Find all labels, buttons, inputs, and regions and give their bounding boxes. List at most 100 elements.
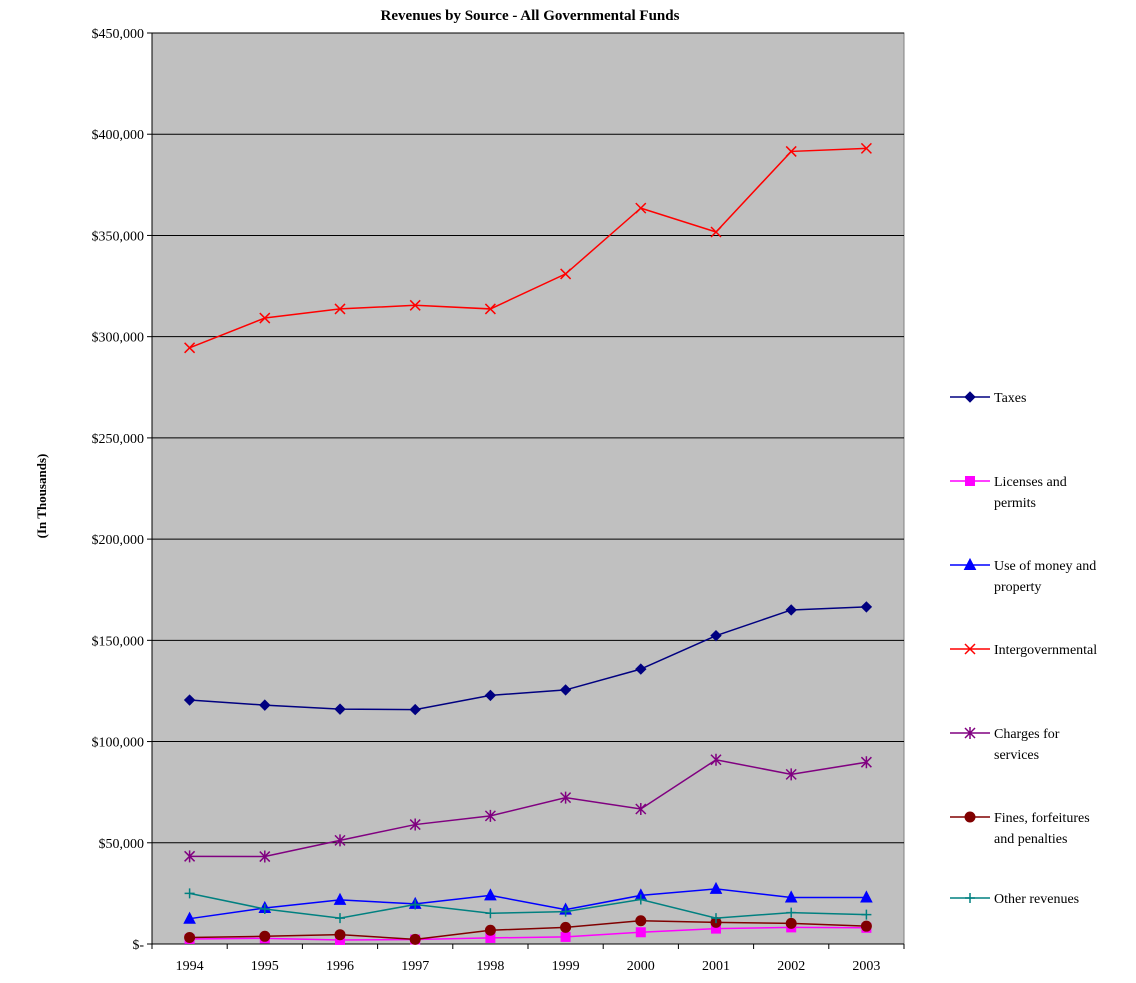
data-point-intergovernmental [560,268,572,280]
series-group [183,142,873,945]
legend-label: Other revenues [994,892,1079,907]
data-point-taxes [559,684,572,696]
data-point-intergovernmental [184,342,196,354]
data-point-fines-forfeitures-and-penalties [184,932,196,944]
legend-item-taxes: Taxes [950,391,1026,406]
data-point-charges-for-services [334,834,346,847]
data-point-charges-for-services [560,791,572,804]
axes: $- $50,000 $100,000 $150,000 $200,000 $250,00… [92,27,905,974]
data-point-other-revenues [560,906,571,917]
data-point-other-revenues [635,894,646,905]
y-tick-label: $450,000 [92,27,145,42]
data-point-fines-forfeitures-and-penalties [484,924,496,936]
x-tick-label: 1996 [326,959,354,974]
data-point-taxes [409,703,421,716]
legend-marker [963,557,977,570]
y-tick-label: $400,000 [92,128,145,143]
x-tick-label: 1995 [251,959,279,974]
legend-label: Use of money and [994,559,1096,574]
data-point-other-revenues [259,903,270,914]
data-point-intergovernmental [785,145,797,157]
legend-label: services [994,748,1039,763]
data-point-other-revenues [335,913,345,924]
data-point-other-revenues [861,909,872,920]
y-tick-label: $250,000 [92,432,145,447]
legend-item-charges-for-services: Charges for services [950,727,1060,763]
series-line-other-revenues [189,892,867,919]
y-tick-label: $150,000 [92,634,145,649]
data-point-fines-forfeitures-and-penalties [635,915,647,927]
data-point-taxes [334,703,346,715]
series-line-licenses-and-permits [189,926,867,941]
x-tick-label: 1997 [401,959,429,974]
gridlines [152,32,904,844]
data-point-intergovernmental [484,303,496,315]
legend-item-use-of-money-and-property: Use of money and property [950,557,1096,595]
series-line-fines-forfeitures-and-penalties [189,919,867,941]
data-point-charges-for-services [259,850,271,863]
data-point-charges-for-services [484,809,496,822]
data-point-use-of-money-and-property [860,890,873,903]
y-tick-label: $- [132,938,144,953]
y-tick-label: $350,000 [92,229,145,244]
data-point-charges-for-services [409,818,421,831]
data-point-use-of-money-and-property [183,911,196,924]
legend-marker [965,476,975,486]
legend: Taxes Licenses and permits Use of money and… [950,391,1097,907]
legend-marker [964,811,976,823]
y-tick-label: $50,000 [99,837,145,852]
data-point-other-revenues [485,908,496,919]
data-point-taxes [259,699,271,711]
data-point-use-of-money-and-property [709,881,723,894]
x-tick-label: 2001 [702,959,730,974]
data-point-other-revenues [184,888,195,899]
data-point-fines-forfeitures-and-penalties [860,920,872,932]
x-tick-label: 1994 [176,959,204,974]
legend-item-other-revenues: Other revenues [950,892,1079,907]
series-line-charges-for-services [189,758,867,858]
data-point-other-revenues [410,899,421,910]
legend-item-fines-forfeitures-and-penalties: Fines, forfeitures and penalties [950,811,1090,847]
legend-label: Intergovernmental [994,643,1097,658]
legend-item-intergovernmental: Intergovernmental [950,643,1097,658]
data-point-use-of-money-and-property [784,890,798,903]
chart-title: Revenues by Source - All Governmental Fu… [381,8,680,24]
data-point-intergovernmental [259,312,271,324]
data-point-intergovernmental [635,202,647,214]
data-point-charges-for-services [785,768,797,781]
legend-marker [964,643,976,655]
data-point-intergovernmental [860,142,872,154]
y-tick-label: $200,000 [92,533,145,548]
data-point-taxes [183,694,196,706]
x-tick-label: 2003 [852,959,880,974]
legend-marker [964,727,976,739]
data-point-charges-for-services [184,850,196,863]
data-point-charges-for-services [635,802,647,815]
legend-label: Fines, forfeitures [994,811,1090,826]
data-point-fines-forfeitures-and-penalties [785,917,797,929]
data-point-charges-for-services [860,756,872,769]
data-point-taxes [635,663,647,675]
legend-label: Licenses and [994,475,1067,490]
x-tick-label: 1998 [476,959,504,974]
data-point-taxes [484,689,497,702]
data-point-use-of-money-and-property [333,892,347,905]
series-line-use-of-money-and-property [189,888,867,920]
legend-label: property [994,580,1041,595]
legend-label: permits [994,496,1036,511]
x-tick-label: 2002 [777,959,805,974]
legend-marker [964,391,976,403]
data-point-licenses-and-permits [560,931,571,942]
data-point-taxes [710,629,722,642]
data-point-intergovernmental [334,303,346,315]
y-tick-label: $300,000 [92,331,145,346]
legend-label: Charges for [994,727,1060,742]
data-point-intergovernmental [409,299,421,311]
data-point-fines-forfeitures-and-penalties [560,921,572,933]
data-point-fines-forfeitures-and-penalties [259,930,271,942]
data-point-licenses-and-permits [635,927,646,938]
series-line-intergovernmental [189,147,867,349]
legend-label: Taxes [994,391,1026,406]
legend-item-licenses-and-permits: Licenses and permits [950,475,1067,511]
